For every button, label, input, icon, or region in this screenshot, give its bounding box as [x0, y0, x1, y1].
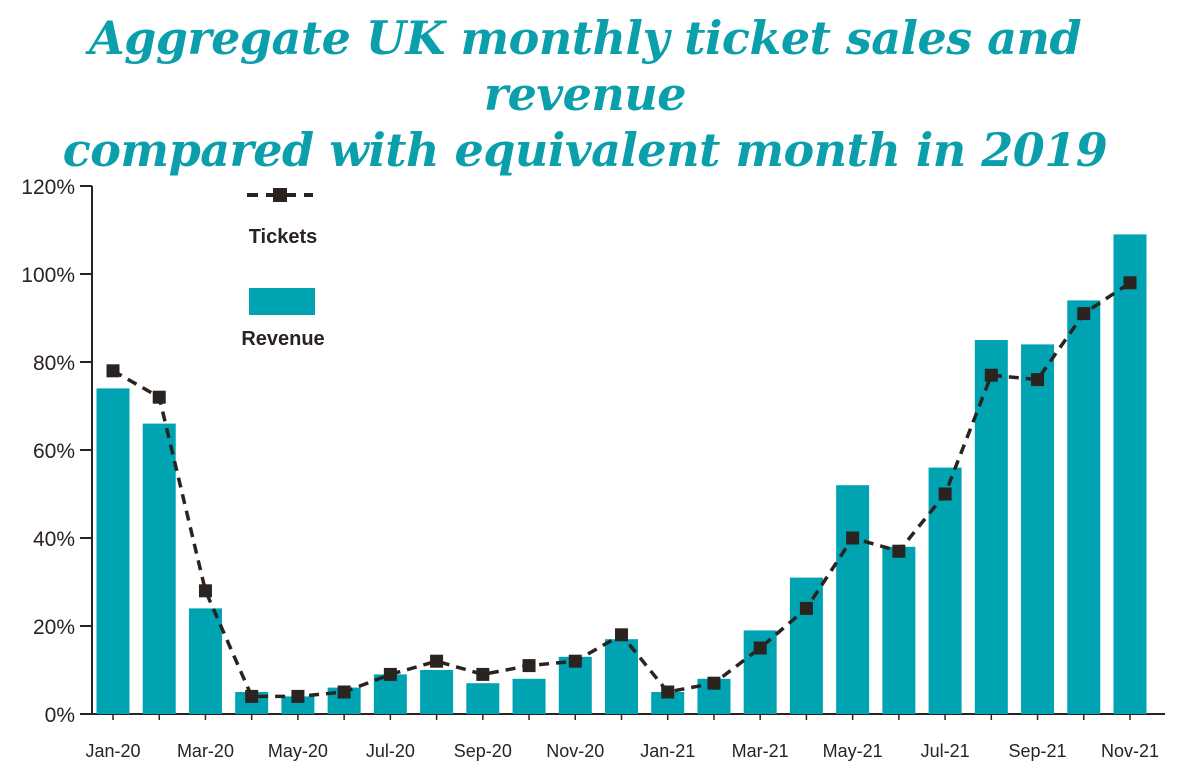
tickets-marker-Jul-20: [383, 667, 397, 681]
chart-title: Aggregate UK monthly ticket sales and re…: [0, 10, 1170, 178]
title-line-1: Aggregate UK monthly ticket sales and re…: [88, 11, 1082, 121]
tickets-marker-May-21: [846, 531, 860, 545]
revenue-bar-Jul-20: [373, 674, 407, 714]
tickets-marker-Nov-21: [1123, 276, 1137, 290]
y-tick-label: 0%: [45, 704, 75, 727]
revenue-bar-Oct-21: [1067, 300, 1101, 714]
revenue-bar-Jan-20: [96, 388, 130, 714]
tickets-marker-Feb-20: [152, 390, 166, 404]
tickets-marker-Aug-21: [984, 368, 998, 382]
legend-revenue-swatch: [249, 288, 315, 315]
tickets-marker-Apr-21: [799, 601, 813, 615]
tickets-marker-Mar-21: [753, 641, 767, 655]
x-tick-label: Jul-20: [366, 741, 415, 761]
legend: Tickets Revenue: [241, 188, 325, 350]
title-line-2: compared with equivalent month in 2019: [62, 123, 1108, 177]
tickets-marker-Jan-20: [106, 364, 120, 378]
revenue-bar-Jan-21: [651, 692, 685, 714]
tickets-marker-Jun-21: [892, 544, 906, 558]
revenue-bars: [96, 234, 1147, 714]
revenue-bar-Sep-21: [1021, 344, 1055, 714]
revenue-bar-Nov-21: [1113, 234, 1147, 714]
x-tick-label: Sep-21: [1009, 741, 1067, 761]
revenue-bar-Sep-20: [466, 683, 500, 714]
legend-tickets-marker: [273, 188, 287, 202]
x-tick-label: Mar-21: [732, 741, 789, 761]
y-tick-label: 40%: [33, 528, 75, 551]
tickets-marker-Mar-20: [198, 584, 212, 598]
x-tick-label: May-20: [268, 741, 328, 761]
x-tick-label: May-21: [823, 741, 883, 761]
x-tick-label: Mar-20: [177, 741, 234, 761]
y-tick-label: 80%: [33, 352, 75, 375]
tickets-marker-Jan-21: [661, 685, 675, 699]
tickets-marker-Sep-20: [476, 667, 490, 681]
x-tick-label: Jan-20: [85, 741, 140, 761]
tickets-marker-Oct-21: [1077, 307, 1091, 321]
y-tick-label: 60%: [33, 440, 75, 463]
revenue-bar-Jun-21: [882, 546, 916, 714]
tickets-marker-Jul-21: [938, 487, 952, 501]
legend-tickets-label: Tickets: [249, 226, 318, 248]
axes: 0% 20% 40% 60% 80% 100% 120% Jan-20 Mar-20 May-20…: [21, 176, 1165, 761]
revenue-bar-Apr-21: [789, 577, 823, 714]
tickets-marker-Dec-20: [615, 628, 628, 642]
revenue-bar-Dec-20: [605, 639, 638, 714]
x-tick-label: Sep-20: [454, 741, 512, 761]
x-tick-label: Nov-21: [1101, 741, 1159, 761]
tickets-marker-Oct-20: [522, 659, 536, 673]
y-tick-label: 120%: [21, 176, 75, 199]
x-tick-label: Nov-20: [546, 741, 604, 761]
revenue-bar-Feb-20: [142, 423, 176, 714]
legend-revenue-label: Revenue: [241, 328, 324, 350]
y-tick-label: 100%: [21, 264, 75, 287]
tickets-line: [106, 276, 1137, 703]
tickets-marker-Aug-20: [430, 654, 444, 668]
revenue-bar-Mar-20: [188, 608, 222, 714]
tickets-marker-Apr-20: [245, 689, 259, 703]
revenue-bar-Aug-21: [974, 340, 1008, 714]
x-tick-label: Jan-21: [640, 741, 695, 761]
tickets-marker-Nov-20: [568, 654, 582, 668]
tickets-marker-Sep-21: [1031, 373, 1045, 387]
x-tick-label: Jul-21: [921, 741, 970, 761]
y-tick-label: 20%: [33, 616, 75, 639]
revenue-bar-Jul-21: [928, 467, 962, 714]
tickets-marker-Jun-20: [337, 685, 351, 699]
tickets-marker-May-20: [291, 689, 305, 703]
revenue-bar-Aug-20: [420, 670, 454, 714]
tickets-marker-Feb-21: [707, 676, 721, 690]
revenue-bar-Oct-20: [512, 678, 546, 714]
revenue-bar-May-21: [836, 485, 870, 714]
revenue-bar-May-20: [281, 696, 315, 714]
